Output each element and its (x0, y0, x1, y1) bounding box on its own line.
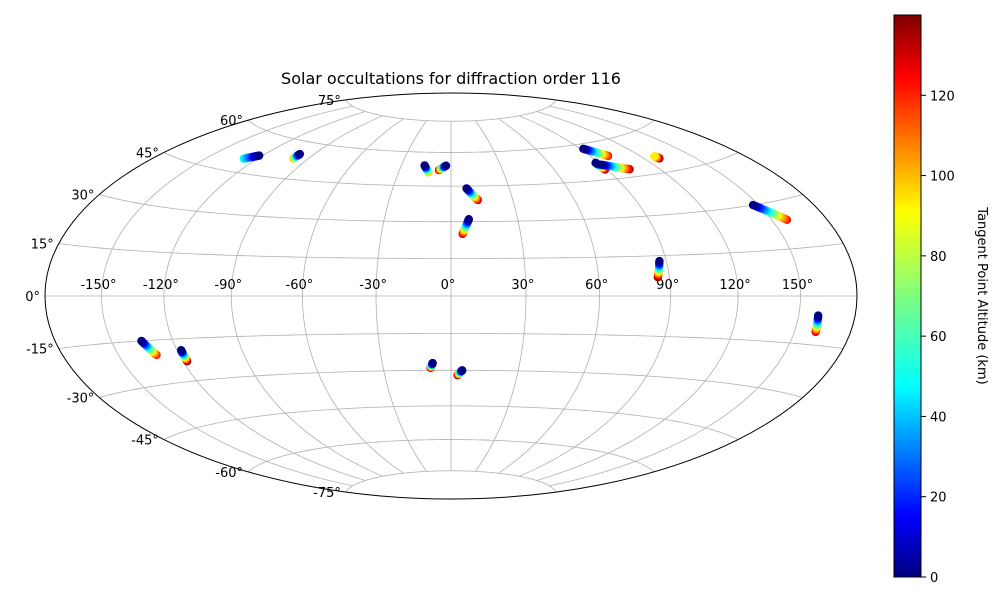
occultation-point (748, 200, 758, 210)
occultation-track (289, 149, 305, 163)
occultation-track (458, 215, 474, 239)
x-tick-label: -150° (80, 278, 116, 293)
colorbar-tick-label: 120 (930, 89, 955, 104)
x-tick-label: 150° (782, 278, 813, 293)
occultation-point (462, 184, 471, 193)
parallel-gridline (58, 243, 844, 259)
colorbar-tick-label: 0 (930, 571, 938, 586)
x-tick-label: 60° (585, 278, 608, 293)
occultation-track (453, 366, 467, 380)
occultation-point (428, 358, 437, 368)
occultation-track (420, 161, 433, 177)
occultation-track (650, 152, 664, 163)
occultation-track (597, 160, 634, 174)
x-tick-label: -60° (286, 278, 314, 293)
data-points (137, 144, 823, 380)
occultation-point (254, 151, 264, 160)
colorbar: 0 20 40 60 80 100 120 Tangent Point Altitude (… (893, 14, 989, 586)
x-tick-label: 120° (719, 278, 750, 293)
chart-title: Solar occultations for diffraction order… (281, 69, 621, 88)
occultation-track (434, 161, 451, 175)
occultation-track (426, 358, 437, 373)
x-tick-label: 0° (441, 278, 456, 293)
parallel-gridline (163, 405, 739, 440)
occultation-point (655, 256, 664, 266)
parallel-gridline (99, 369, 803, 398)
x-tick-label: -120° (143, 278, 179, 293)
occultation-point (420, 161, 429, 170)
tick-labels: -150° -120° -90° -60° -30° 0° 30° 60° 90° 120° 150… (25, 94, 813, 501)
y-tick-label: -75° (313, 486, 341, 501)
occultation-track (239, 151, 264, 163)
colorbar-label: Tangent Point Altitude (km) (974, 206, 989, 384)
colorbar-tick-label: 20 (930, 491, 947, 506)
colorbar-tick-label: 100 (930, 170, 955, 185)
parallel-gridline (99, 194, 803, 223)
parallel-gridline (247, 439, 655, 473)
occultation-point (295, 149, 305, 159)
occultation-point (650, 152, 659, 161)
occultation-track (579, 144, 613, 161)
colorbar-ticks: 0 20 40 60 80 100 120 (921, 89, 955, 586)
x-tick-label: 90° (656, 278, 679, 293)
parallel-gridline (58, 333, 844, 349)
colorbar-tick-label: 60 (930, 330, 947, 345)
y-tick-label: 0° (25, 290, 40, 305)
parallel-gridline (163, 152, 739, 187)
occultation-track (748, 200, 792, 225)
occultation-point (464, 215, 474, 224)
x-tick-label: -90° (214, 278, 242, 293)
occultation-point (176, 346, 186, 355)
occultation-point (814, 311, 823, 320)
occultation-track (653, 256, 664, 282)
occultation-track (811, 311, 823, 337)
y-tick-label: -45° (131, 434, 159, 449)
occultation-track (137, 336, 161, 360)
y-tick-label: -60° (215, 466, 243, 481)
y-tick-label: 15° (31, 238, 54, 253)
y-tick-label: -15° (26, 343, 54, 358)
x-tick-label: -30° (359, 278, 387, 293)
colorbar-tick-label: 80 (930, 250, 947, 265)
occultation-track (176, 346, 192, 366)
parallel-gridline (345, 99, 557, 122)
colorbar-gradient (893, 14, 922, 578)
occultation-point (597, 160, 606, 169)
occultation-point (441, 161, 451, 170)
colorbar-tick-label: 40 (930, 410, 947, 425)
y-tick-label: 45° (136, 147, 159, 162)
occultation-point (137, 336, 146, 346)
parallel-gridline (345, 470, 557, 493)
plot-outline (44, 92, 858, 500)
parallel-gridline (247, 119, 655, 153)
occultation-point (458, 366, 467, 375)
x-tick-label: 30° (511, 278, 534, 293)
occultation-track (462, 184, 483, 205)
y-tick-label: -30° (67, 392, 95, 407)
y-tick-label: 30° (71, 189, 94, 204)
occultation-point (579, 144, 588, 154)
grid (45, 99, 857, 493)
y-tick-label: 60° (220, 114, 243, 129)
y-tick-label: 75° (318, 94, 341, 109)
